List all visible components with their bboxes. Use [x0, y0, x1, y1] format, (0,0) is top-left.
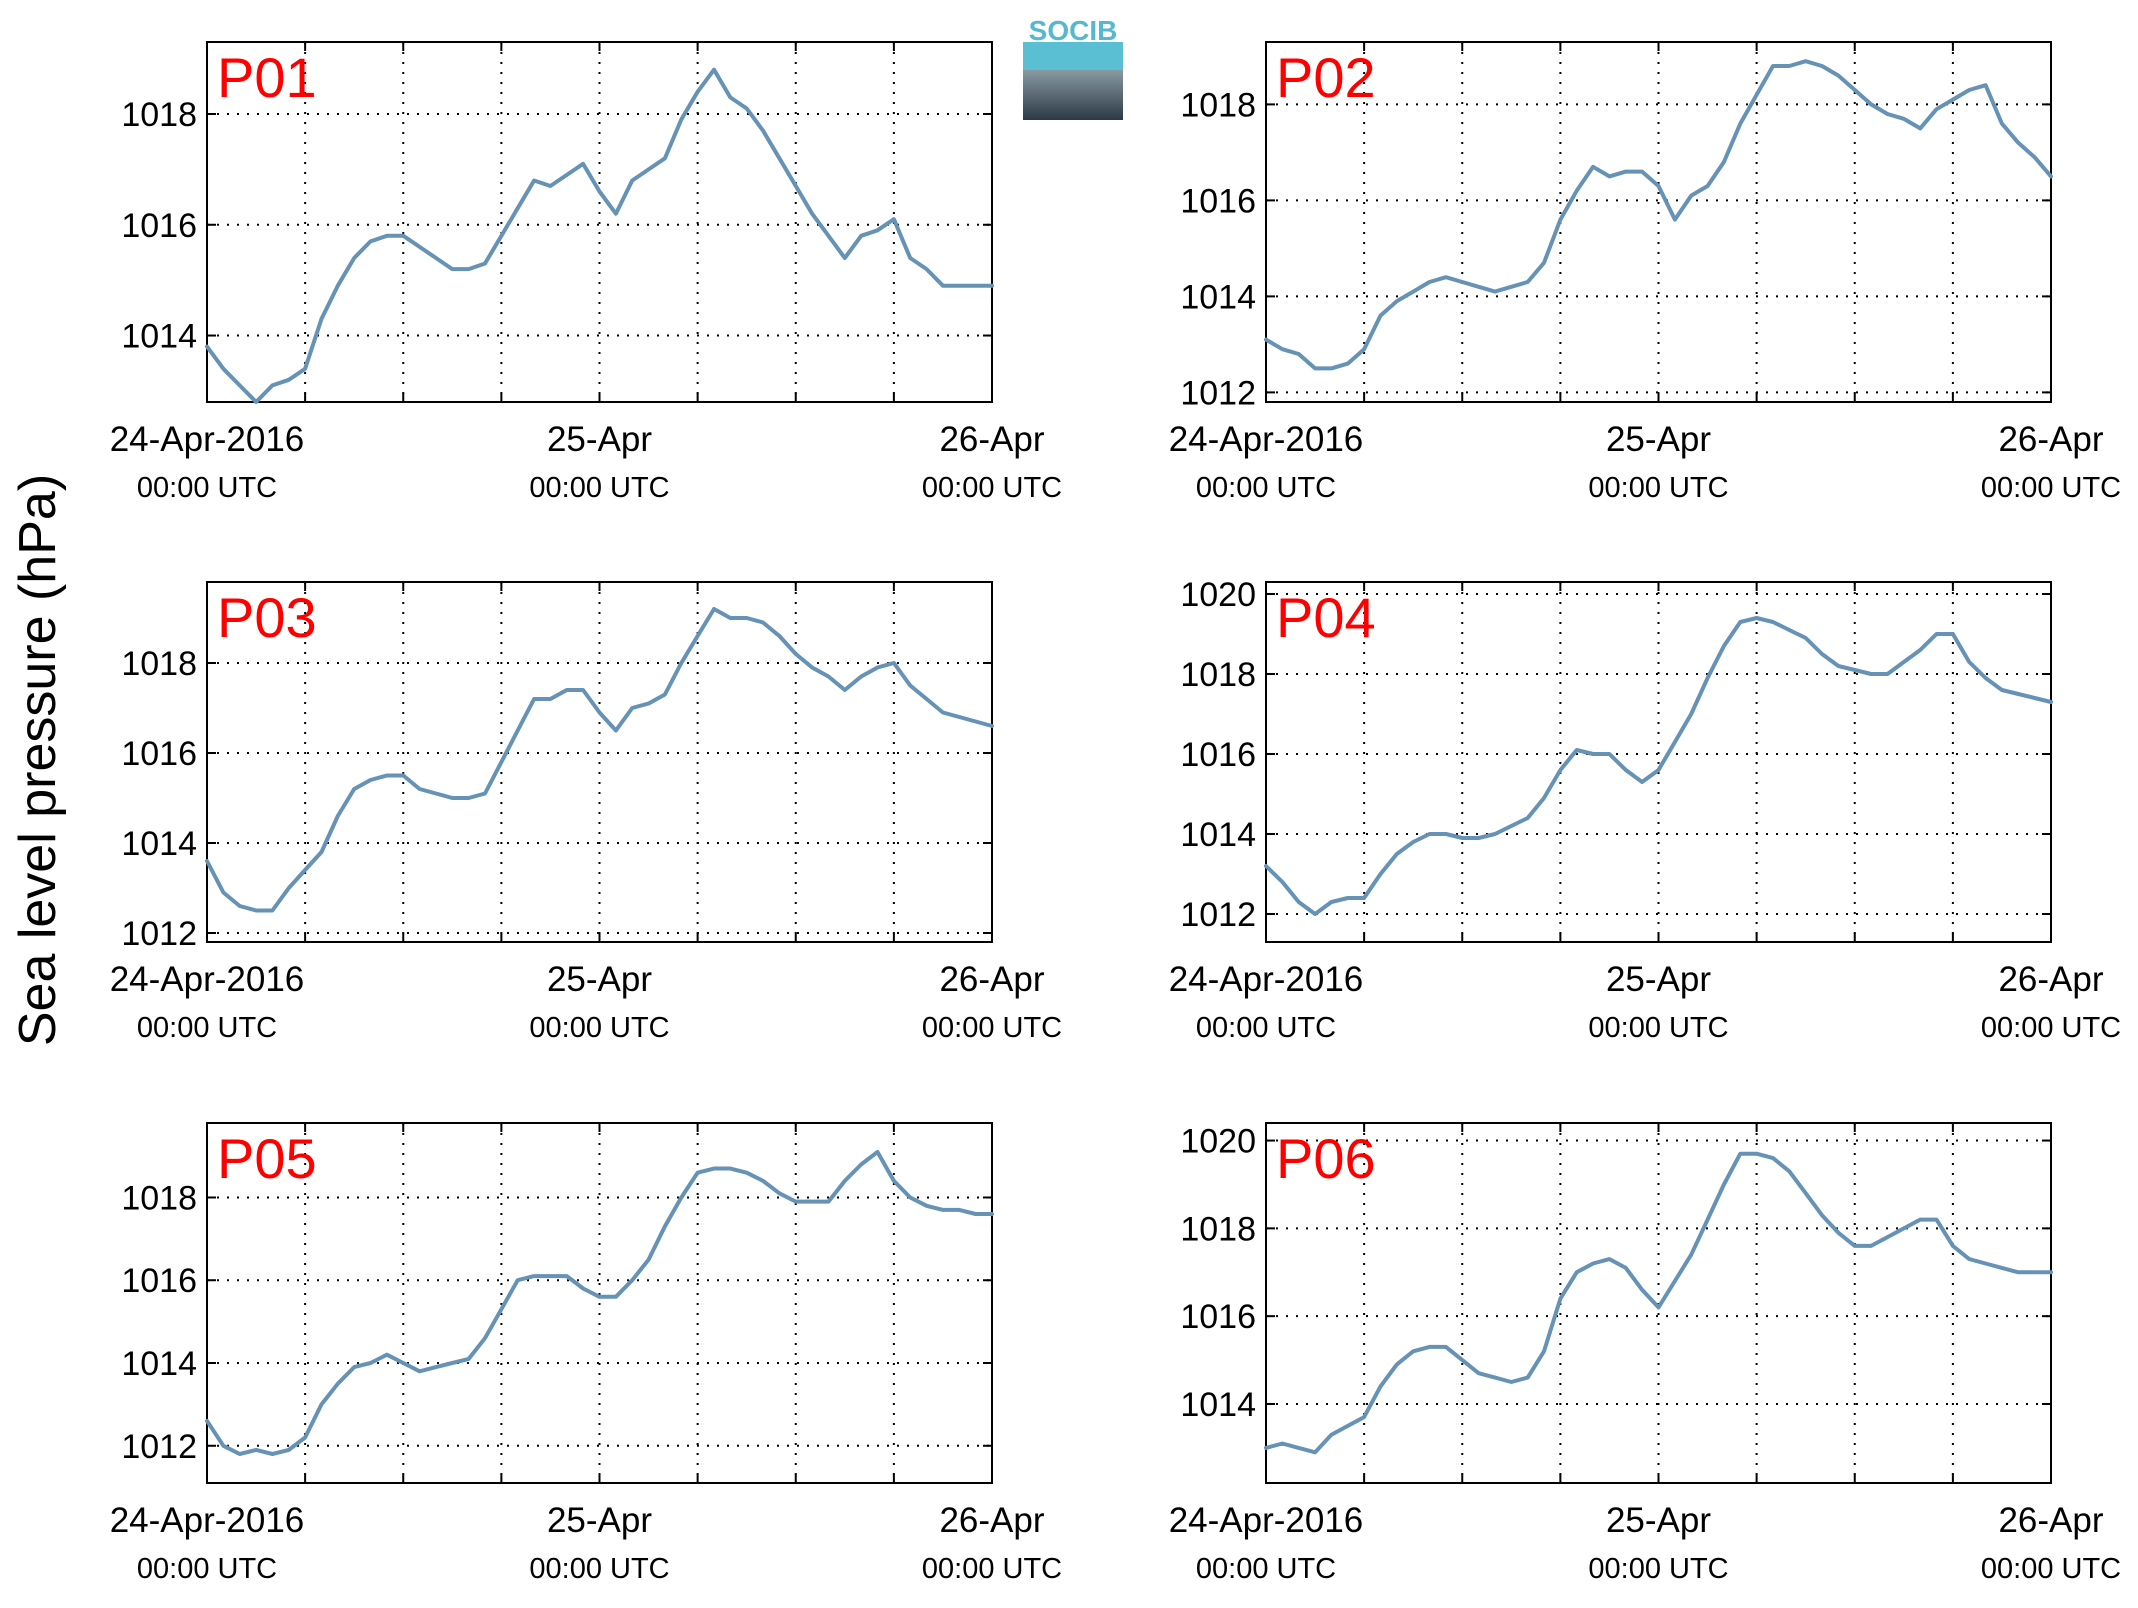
x-tick-label-date: 26-Apr	[939, 420, 1044, 459]
y-tick-label: 1014	[1180, 1386, 1256, 1424]
socib-logo-text: SOCIB	[1029, 15, 1118, 46]
y-tick-label: 1016	[121, 735, 197, 773]
socib-logo-top-band	[1023, 42, 1123, 70]
x-tick-label-date: 24-Apr-2016	[1169, 420, 1364, 459]
x-tick-label-date: 26-Apr	[1998, 420, 2103, 459]
series-line	[205, 607, 994, 913]
x-tick-label-date: 25-Apr	[547, 960, 652, 999]
y-tick-label: 1018	[1180, 656, 1256, 694]
y-tick-label: 1018	[121, 645, 197, 683]
socib-logo: SOCIB	[1023, 15, 1123, 120]
y-tick-label: 1012	[121, 915, 197, 953]
x-tick-label-time: 00:00 UTC	[137, 1553, 277, 1585]
y-tick-label: 1014	[1180, 816, 1256, 854]
x-tick-label-time: 00:00 UTC	[1981, 1012, 2121, 1044]
y-tick-label: 1018	[1180, 86, 1256, 124]
series-line	[205, 1150, 994, 1456]
panel-label: P06	[1276, 1127, 1376, 1190]
x-tick-label-time: 00:00 UTC	[922, 472, 1062, 504]
y-tick-label: 1016	[1180, 1298, 1256, 1336]
panel-p04: 1012 1014 1016 1018 1020 24-Apr-2016 00:00 UTC…	[1169, 576, 2121, 1044]
x-tick-label-time: 00:00 UTC	[137, 1012, 277, 1044]
x-tick-label-date: 26-Apr	[1998, 960, 2103, 999]
x-tick-label-time: 00:00 UTC	[1588, 472, 1728, 504]
x-tick-label-time: 00:00 UTC	[529, 472, 669, 504]
y-tick-label: 1018	[121, 1179, 197, 1217]
y-tick-label: 1016	[1180, 182, 1256, 220]
y-tick-label: 1014	[121, 825, 197, 863]
y-axis-label: Sea level pressure (hPa)	[9, 474, 67, 1046]
series-line	[1264, 1151, 2053, 1455]
x-tick-label-time: 00:00 UTC	[137, 472, 277, 504]
x-tick-label-time: 00:00 UTC	[529, 1553, 669, 1585]
x-tick-label-time: 00:00 UTC	[1196, 1553, 1336, 1585]
y-tick-label: 1018	[1180, 1210, 1256, 1248]
x-tick-label-date: 24-Apr-2016	[110, 960, 305, 999]
x-tick-label-date: 25-Apr	[1606, 1501, 1711, 1540]
y-tick-label: 1012	[121, 1428, 197, 1466]
series-line	[1264, 616, 2053, 916]
x-tick-label-time: 00:00 UTC	[1588, 1553, 1728, 1585]
x-tick-label-date: 24-Apr-2016	[110, 1501, 305, 1540]
series-line	[1264, 59, 2053, 371]
x-tick-label-time: 00:00 UTC	[1196, 472, 1336, 504]
panel-label: P02	[1276, 46, 1376, 109]
panel-p01: 1014 1016 1018 24-Apr-2016 00:00 UTC 25-Apr 00…	[110, 41, 1062, 504]
x-tick-label-time: 00:00 UTC	[1981, 1553, 2121, 1585]
x-tick-label-date: 26-Apr	[1998, 1501, 2103, 1540]
x-tick-label-time: 00:00 UTC	[922, 1012, 1062, 1044]
panel-p02: 1012 1014 1016 1018 24-Apr-2016 00:00 UTC 25-A…	[1169, 41, 2121, 504]
x-tick-label-time: 00:00 UTC	[1588, 1012, 1728, 1044]
x-tick-label-date: 24-Apr-2016	[1169, 1501, 1364, 1540]
y-tick-label: 1014	[1180, 278, 1256, 316]
panel-p03: 1012 1014 1016 1018 24-Apr-2016 00:00 UTC 25-A…	[110, 581, 1062, 1044]
x-tick-label-date: 24-Apr-2016	[110, 420, 305, 459]
x-tick-label-date: 25-Apr	[547, 420, 652, 459]
panel-p05: 1012 1014 1016 1018 24-Apr-2016 00:00 UTC 25-A…	[110, 1122, 1062, 1585]
y-tick-label: 1020	[1180, 576, 1256, 614]
x-tick-label-date: 26-Apr	[939, 960, 1044, 999]
series-line	[205, 67, 994, 404]
y-tick-label: 1016	[1180, 736, 1256, 774]
x-tick-label-time: 00:00 UTC	[1196, 1012, 1336, 1044]
x-tick-label-date: 24-Apr-2016	[1169, 960, 1364, 999]
x-tick-label-date: 26-Apr	[939, 1501, 1044, 1540]
x-tick-label-date: 25-Apr	[1606, 420, 1711, 459]
panel-label: P04	[1276, 586, 1376, 649]
panel-label: P03	[217, 586, 317, 649]
y-tick-label: 1014	[121, 318, 197, 356]
y-tick-label: 1012	[1180, 374, 1256, 412]
panel-label: P01	[217, 46, 317, 109]
y-tick-label: 1018	[121, 96, 197, 134]
x-tick-label-time: 00:00 UTC	[1981, 472, 2121, 504]
panels: 1014 1016 1018 24-Apr-2016 00:00 UTC 25-Apr 00…	[110, 41, 2121, 1585]
panel-label: P05	[217, 1127, 317, 1190]
y-tick-label: 1016	[121, 207, 197, 245]
x-tick-label-time: 00:00 UTC	[922, 1553, 1062, 1585]
y-tick-label: 1016	[121, 1262, 197, 1300]
y-tick-label: 1012	[1180, 896, 1256, 934]
socib-logo-bottom-band	[1023, 70, 1123, 120]
panel-p06: 1014 1016 1018 1020 24-Apr-2016 00:00 UTC 25-A…	[1169, 1122, 2121, 1585]
x-tick-label-time: 00:00 UTC	[529, 1012, 669, 1044]
y-tick-label: 1020	[1180, 1123, 1256, 1161]
y-tick-label: 1014	[121, 1345, 197, 1383]
x-tick-label-date: 25-Apr	[1606, 960, 1711, 999]
x-tick-label-date: 25-Apr	[547, 1501, 652, 1540]
